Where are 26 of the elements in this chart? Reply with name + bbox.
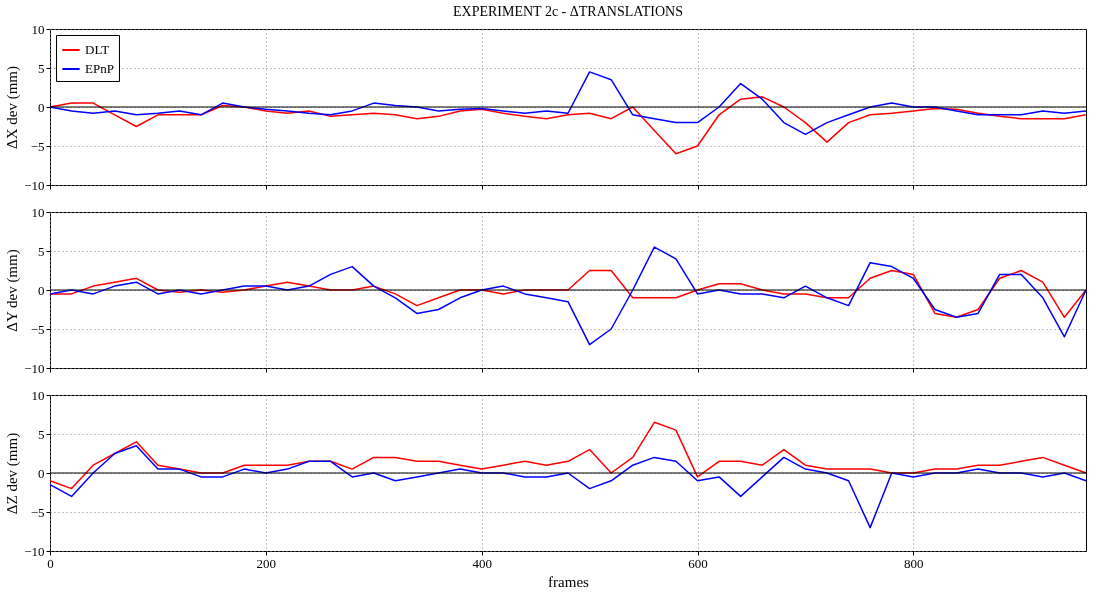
y-tick-label: 0: [38, 465, 45, 481]
y-tick-label: −10: [24, 543, 45, 559]
y-tick-label: 5: [38, 243, 45, 259]
y-axis-title: ΔZ dev (mm): [4, 432, 22, 515]
legend-label: DLT: [85, 42, 110, 57]
chart-title: EXPERIMENT 2c - ΔTRANSLATIONS: [452, 4, 684, 19]
y-tick-label: −5: [30, 138, 45, 154]
y-tick-label: 10: [31, 387, 45, 403]
y-tick-label: 5: [38, 426, 45, 442]
y-tick-label: −5: [30, 321, 45, 337]
x-tick-label: 400: [472, 555, 492, 571]
x-tick-label: 600: [688, 555, 708, 571]
y-tick-label: 0: [38, 99, 45, 115]
y-tick-label: −10: [24, 177, 45, 193]
y-tick-label: −10: [24, 360, 45, 376]
y-tick-label: −5: [30, 504, 45, 520]
y-tick-label: 10: [31, 204, 45, 220]
y-tick-label: 10: [31, 21, 45, 37]
x-tick-label: 800: [904, 555, 924, 571]
x-tick-label: 200: [256, 555, 277, 571]
legend-label: EPnP: [85, 61, 114, 76]
y-axis-title: ΔY dev (mm): [4, 249, 22, 332]
y-axis-title: ΔX dev (mm): [4, 66, 22, 149]
x-axis-title: frames: [548, 573, 590, 590]
y-tick-label: 0: [38, 282, 45, 298]
y-tick-label: 5: [38, 60, 45, 76]
